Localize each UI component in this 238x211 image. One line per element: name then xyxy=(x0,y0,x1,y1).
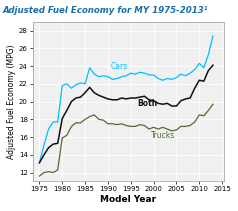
X-axis label: Model Year: Model Year xyxy=(100,195,157,204)
Text: Adjusted Fuel Economy for MY 1975-2013¹: Adjusted Fuel Economy for MY 1975-2013¹ xyxy=(2,6,208,15)
Text: Cars: Cars xyxy=(110,62,128,71)
Y-axis label: Adjusted Fuel Economy (MPG): Adjusted Fuel Economy (MPG) xyxy=(7,44,16,159)
Text: Both: Both xyxy=(138,99,158,108)
Text: Trucks: Trucks xyxy=(151,131,176,140)
